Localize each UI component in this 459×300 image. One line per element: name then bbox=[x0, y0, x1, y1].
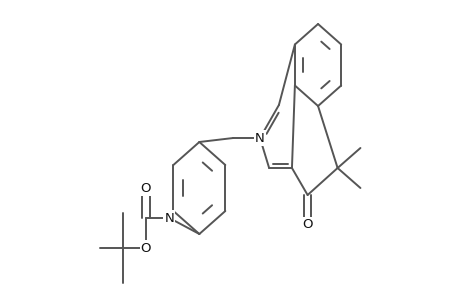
Text: O: O bbox=[140, 242, 151, 254]
Text: O: O bbox=[140, 182, 151, 194]
Text: N: N bbox=[255, 131, 264, 145]
Text: N: N bbox=[164, 212, 174, 224]
Text: O: O bbox=[302, 218, 312, 232]
